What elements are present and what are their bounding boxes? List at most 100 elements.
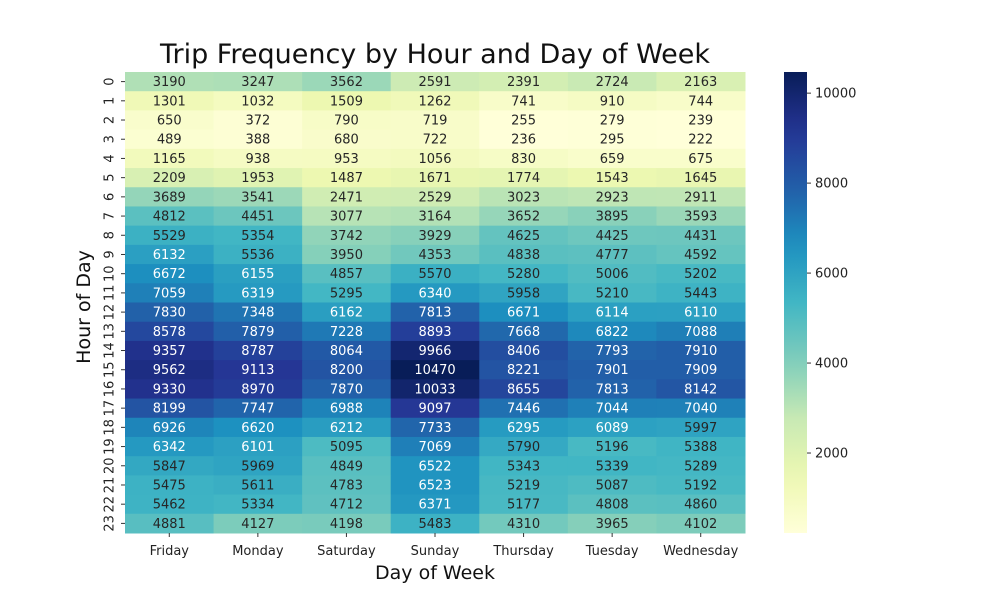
cell-value-label: 1645 [684, 171, 717, 186]
heatmap-cell [125, 417, 215, 438]
heatmap-cell [567, 110, 657, 131]
heatmap-cell [567, 244, 657, 265]
heatmap-cell [302, 206, 392, 227]
heatmap-cell [479, 148, 569, 169]
heatmap-cell [390, 148, 480, 169]
heatmap-cell [390, 129, 480, 150]
heatmap-cell [567, 264, 657, 284]
cell-value-label: 7044 [596, 402, 629, 417]
heatmap-cell [567, 417, 657, 438]
cell-value-label: 2163 [684, 75, 717, 90]
cell-value-label: 9966 [418, 344, 451, 359]
cell-value-label: 2591 [418, 75, 451, 90]
heatmap-cell [213, 417, 303, 438]
heatmap-cell [567, 494, 657, 515]
cell-value-label: 5343 [507, 459, 540, 474]
cell-value-label: 5339 [596, 459, 629, 474]
heatmap-cell [567, 398, 657, 419]
heatmap-cell [125, 110, 215, 131]
cell-value-label: 6114 [596, 306, 629, 321]
heatmap-cell [390, 398, 480, 419]
cell-value-label: 3593 [684, 210, 717, 225]
cell-value-label: 5969 [241, 459, 274, 474]
x-tick-label: Friday [150, 544, 190, 559]
chart-title: Trip Frequency by Hour and Day of Week [159, 39, 710, 70]
heatmap-cell [213, 513, 303, 534]
heatmap-cell [479, 110, 569, 131]
heatmap-cell [390, 340, 480, 361]
cell-value-label: 4838 [507, 248, 540, 263]
cell-value-label: 7910 [684, 344, 717, 359]
cell-value-label: 7069 [418, 440, 451, 455]
heatmap-cell [125, 129, 215, 150]
heatmap-cell [656, 360, 746, 380]
y-tick-label: 10 [103, 265, 118, 282]
heatmap-cell [479, 283, 569, 303]
heatmap-cell [125, 168, 215, 188]
y-tick-label: 11 [103, 285, 118, 302]
cell-value-label: 5611 [241, 478, 274, 493]
x-tick-label: Wednesday [663, 544, 739, 559]
cell-value-label: 1301 [153, 94, 186, 109]
heatmap-cell [213, 225, 303, 246]
heatmap-cell [125, 360, 215, 380]
heatmap-cell [302, 148, 392, 169]
heatmap-cell [656, 456, 746, 476]
y-tick-label: 21 [103, 477, 118, 494]
heatmap-cell [479, 436, 569, 457]
heatmap-cell [567, 436, 657, 457]
heatmap-cell [390, 360, 480, 380]
heatmap-cell [213, 340, 303, 361]
heatmap-cell [390, 379, 480, 400]
cell-value-label: 790 [334, 114, 359, 129]
colorbar-tick-label: 2000 [815, 447, 848, 462]
heatmap-cell [479, 168, 569, 188]
cell-value-label: 6671 [507, 306, 540, 321]
x-tick-label: Tuesday [585, 544, 639, 559]
heatmap-cell [656, 398, 746, 419]
heatmap-cell [390, 417, 480, 438]
heatmap-cell [567, 513, 657, 534]
colorbar-tick-label: 8000 [815, 177, 848, 192]
cell-value-label: 5280 [507, 267, 540, 282]
y-tick-label: 16 [103, 381, 118, 398]
cell-value-label: 4849 [330, 459, 363, 474]
cell-value-label: 2724 [596, 75, 629, 90]
heatmap-cell [302, 168, 392, 188]
heatmap-cell [302, 129, 392, 150]
cell-value-label: 5790 [507, 440, 540, 455]
cell-value-label: 5388 [684, 440, 717, 455]
heatmap-cell [567, 225, 657, 246]
y-tick-label: 17 [103, 400, 118, 417]
cell-value-label: 2391 [507, 75, 540, 90]
cell-value-label: 7228 [330, 325, 363, 340]
cell-value-label: 5529 [153, 229, 186, 244]
heatmap-cell [656, 244, 746, 265]
heatmap-cell [567, 302, 657, 323]
cell-value-label: 1774 [507, 171, 540, 186]
y-tick-label: 4 [103, 154, 118, 162]
heatmap-cell [656, 129, 746, 150]
cell-value-label: 1543 [596, 171, 629, 186]
cell-value-label: 7040 [684, 402, 717, 417]
heatmap-cell [479, 360, 569, 380]
cell-value-label: 3965 [596, 517, 629, 532]
heatmap-cell [302, 360, 392, 380]
cell-value-label: 3929 [418, 229, 451, 244]
heatmap-cell [656, 225, 746, 246]
heatmap-cell [390, 225, 480, 246]
cell-value-label: 236 [511, 133, 536, 148]
heatmap-cell [302, 456, 392, 476]
cell-value-label: 6926 [153, 421, 186, 436]
cell-value-label: 489 [157, 133, 182, 148]
cell-value-label: 3164 [418, 210, 451, 225]
heatmap-cell [302, 187, 392, 207]
cell-value-label: 7813 [596, 382, 629, 397]
cell-value-label: 4777 [596, 248, 629, 263]
heatmap-cell [567, 91, 657, 111]
cell-value-label: 7446 [507, 402, 540, 417]
y-tick-label: 14 [103, 342, 118, 359]
heatmap-cell [213, 244, 303, 265]
cell-value-label: 659 [600, 152, 625, 167]
